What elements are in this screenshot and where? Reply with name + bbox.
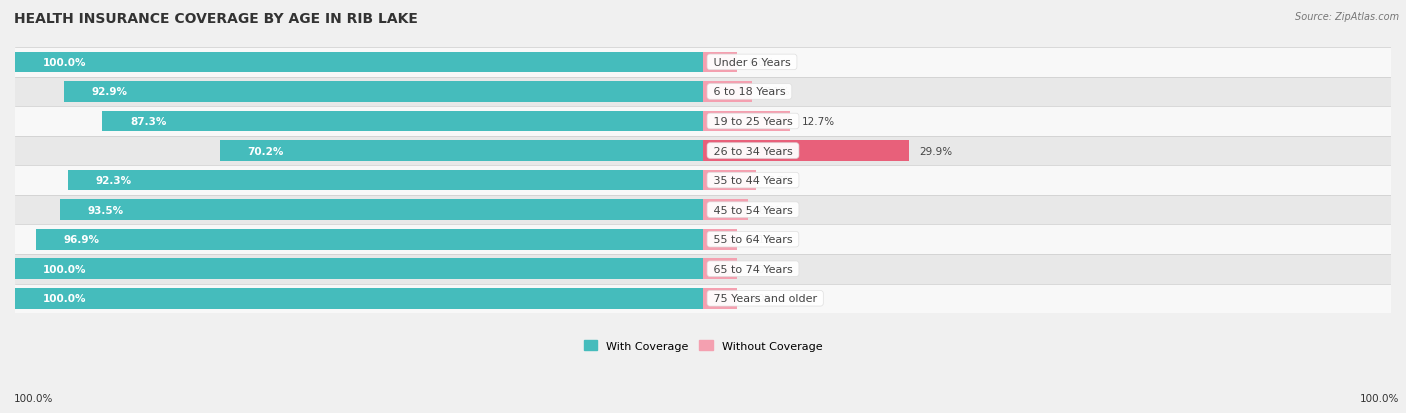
Text: 29.9%: 29.9%: [920, 146, 953, 156]
Bar: [703, 288, 737, 309]
Text: 0.0%: 0.0%: [748, 58, 775, 68]
Text: 87.3%: 87.3%: [129, 117, 166, 127]
Text: 100.0%: 100.0%: [42, 58, 86, 68]
Bar: [703, 82, 752, 102]
Bar: [15, 254, 1391, 284]
Bar: [15, 48, 1391, 78]
Text: 92.3%: 92.3%: [96, 176, 132, 185]
Bar: [703, 112, 790, 132]
Bar: [703, 52, 737, 73]
Bar: [59, 200, 703, 221]
Text: 0.0%: 0.0%: [748, 264, 775, 274]
Bar: [15, 195, 1391, 225]
Bar: [67, 170, 703, 191]
Bar: [703, 200, 748, 221]
Bar: [703, 229, 737, 250]
Bar: [103, 112, 703, 132]
Bar: [15, 259, 703, 280]
Text: 92.9%: 92.9%: [91, 87, 128, 97]
Text: 19 to 25 Years: 19 to 25 Years: [710, 117, 796, 127]
Text: 26 to 34 Years: 26 to 34 Years: [710, 146, 796, 156]
Bar: [15, 78, 1391, 107]
Text: 100.0%: 100.0%: [42, 264, 86, 274]
Text: 12.7%: 12.7%: [801, 117, 835, 127]
Legend: With Coverage, Without Coverage: With Coverage, Without Coverage: [579, 336, 827, 356]
Text: 93.5%: 93.5%: [87, 205, 124, 215]
Text: 100.0%: 100.0%: [1360, 393, 1399, 403]
Bar: [219, 141, 703, 161]
Text: 6 to 18 Years: 6 to 18 Years: [710, 87, 789, 97]
Text: 7.1%: 7.1%: [763, 87, 789, 97]
Bar: [15, 52, 703, 73]
Bar: [15, 225, 1391, 254]
Text: 75 Years and older: 75 Years and older: [710, 294, 821, 304]
Text: 3.1%: 3.1%: [748, 235, 775, 244]
Text: Source: ZipAtlas.com: Source: ZipAtlas.com: [1295, 12, 1399, 22]
Bar: [703, 259, 737, 280]
Bar: [15, 288, 703, 309]
Bar: [15, 284, 1391, 313]
Text: 65 to 74 Years: 65 to 74 Years: [710, 264, 796, 274]
Text: 0.0%: 0.0%: [748, 294, 775, 304]
Text: 7.7%: 7.7%: [768, 176, 793, 185]
Bar: [15, 107, 1391, 136]
Bar: [37, 229, 703, 250]
Bar: [15, 166, 1391, 195]
Text: 100.0%: 100.0%: [14, 393, 53, 403]
Bar: [63, 82, 703, 102]
Text: HEALTH INSURANCE COVERAGE BY AGE IN RIB LAKE: HEALTH INSURANCE COVERAGE BY AGE IN RIB …: [14, 12, 418, 26]
Text: 100.0%: 100.0%: [42, 294, 86, 304]
Bar: [15, 136, 1391, 166]
Text: 70.2%: 70.2%: [247, 146, 284, 156]
Text: 35 to 44 Years: 35 to 44 Years: [710, 176, 796, 185]
Text: 45 to 54 Years: 45 to 54 Years: [710, 205, 796, 215]
Text: 55 to 64 Years: 55 to 64 Years: [710, 235, 796, 244]
Bar: [703, 170, 756, 191]
Text: Under 6 Years: Under 6 Years: [710, 58, 794, 68]
Text: 6.5%: 6.5%: [759, 205, 785, 215]
Bar: [703, 141, 908, 161]
Text: 96.9%: 96.9%: [63, 235, 100, 244]
